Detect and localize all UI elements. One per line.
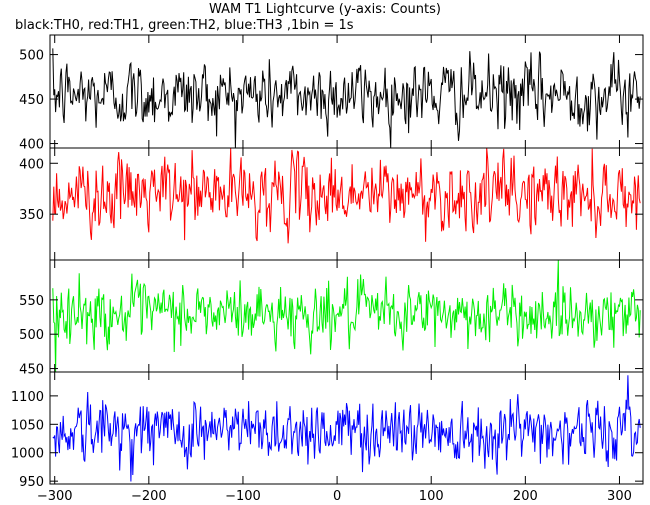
y-tick-label: 1050 [11,418,44,433]
x-tick-label: −300 [37,489,73,504]
y-tick-label: 400 [19,138,44,153]
y-tick-label: 1000 [11,447,44,462]
panel-frame-th3 [49,371,644,485]
y-tick-label: 450 [19,363,44,378]
chart-subtitle: black:TH0, red:TH1, green:TH2, blue:TH3 … [15,18,354,33]
lightcurve-th1 [52,147,641,244]
y-tick-label: 500 [19,328,44,343]
y-tick-label: 1100 [11,390,44,405]
panel-frame-th2 [49,259,644,373]
x-tick-label: 0 [333,489,341,504]
lightcurve-th3 [52,375,641,482]
x-tick-label: 100 [419,489,444,504]
y-tick-label: 450 [19,93,44,108]
y-tick-label: 350 [19,208,44,223]
x-tick-label: 300 [607,489,632,504]
panel-frame-th0 [49,34,644,149]
y-tick-label: 550 [19,294,44,309]
y-tick-label: 950 [19,475,44,490]
x-tick-label: −100 [225,489,261,504]
y-tick-label: 400 [19,157,44,172]
x-tick-label: −200 [131,489,167,504]
y-tick-label: 500 [19,49,44,64]
chart-title: WAM T1 Lightcurve (y-axis: Counts) [209,2,441,17]
lightcurve-th2 [52,259,641,373]
x-tick-label: 200 [513,489,538,504]
lightcurve-th0 [52,48,641,149]
